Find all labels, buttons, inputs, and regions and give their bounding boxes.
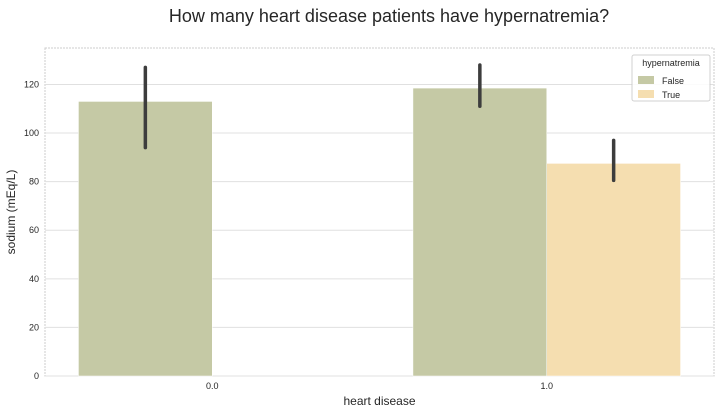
y-tick-label: 20: [29, 322, 39, 332]
legend-swatch: [638, 90, 654, 98]
bar: [546, 163, 681, 377]
legend: hypernatremia False True: [631, 54, 711, 102]
error-bars-group: [143, 63, 616, 183]
y-tick-label: 100: [24, 128, 39, 138]
y-tick-label: 0: [34, 371, 39, 381]
y-tick-label: 80: [29, 177, 39, 187]
legend-title: hypernatremia: [642, 58, 700, 68]
legend-swatch: [638, 76, 654, 84]
legend-box: [631, 54, 711, 102]
x-axis-label: heart disease: [343, 394, 415, 408]
x-tick-label: 1.0: [540, 381, 553, 391]
y-tick-label: 60: [29, 225, 39, 235]
y-tick-labels: 0 20 40 60 80 100 120: [24, 79, 39, 381]
legend-label: True: [662, 90, 680, 100]
y-tick-label: 40: [29, 274, 39, 284]
bars-group: [78, 87, 681, 377]
x-tick-label: 0.0: [206, 381, 219, 391]
x-tick-labels: 0.0 1.0: [206, 381, 553, 391]
chart-title: How many heart disease patients have hyp…: [169, 6, 609, 26]
legend-label: False: [662, 76, 684, 86]
bar: [412, 87, 548, 377]
y-tick-label: 120: [24, 79, 39, 89]
y-axis-label: sodium (mEq/L): [4, 170, 18, 255]
